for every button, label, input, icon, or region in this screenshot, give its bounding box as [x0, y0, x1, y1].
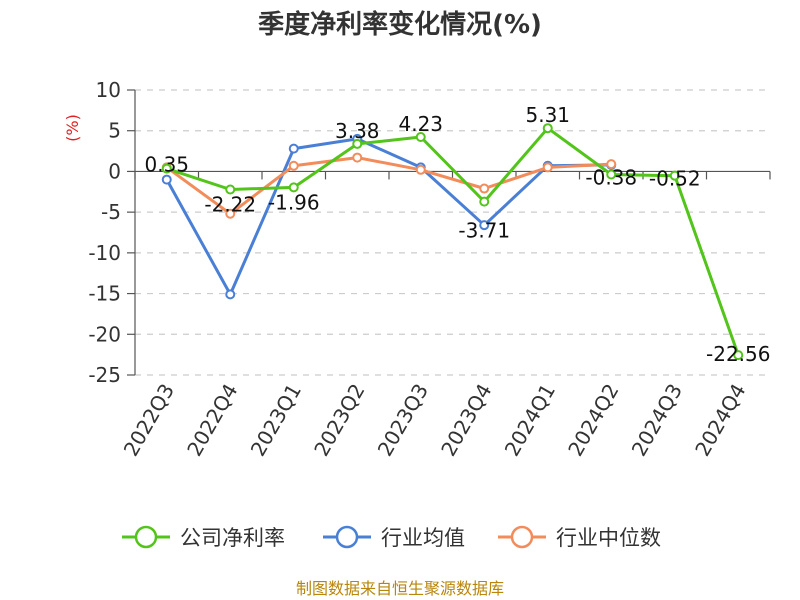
y-tick-label: 5: [108, 119, 121, 143]
legend-label: 行业均值: [381, 526, 465, 550]
chart-title: 季度净利率变化情况(%): [258, 9, 542, 40]
legend[interactable]: 公司净利率 行业均值 行业中位数: [122, 525, 661, 550]
series-lines: [161, 123, 744, 361]
data-label: 0.35: [144, 153, 189, 177]
axes: [127, 89, 771, 376]
x-tick-label: 2024Q1: [500, 380, 560, 461]
legend-item[interactable]: 行业均值: [323, 525, 465, 550]
x-tick-label: 2024Q4: [690, 380, 750, 461]
legend-item[interactable]: 行业中位数: [498, 525, 661, 550]
data-point[interactable]: [415, 131, 426, 142]
x-tick-label: 2024Q2: [563, 380, 623, 461]
data-point[interactable]: [225, 289, 236, 300]
data-label: -22.56: [706, 342, 770, 366]
data-point[interactable]: [415, 164, 426, 175]
y-tick-label: -25: [88, 363, 121, 387]
legend-marker: [510, 525, 534, 549]
data-point[interactable]: [352, 138, 363, 149]
series-line: [166, 126, 740, 356]
y-tick-label: -5: [101, 200, 121, 224]
data-point[interactable]: [479, 196, 490, 207]
data-point[interactable]: [288, 182, 299, 193]
y-tick-label: -15: [88, 282, 121, 306]
legend-marker: [134, 525, 158, 549]
data-point[interactable]: [733, 350, 744, 361]
data-point[interactable]: [288, 143, 299, 154]
data-point[interactable]: [161, 174, 172, 185]
x-tick-labels: 2022Q3 2022Q4 2023Q1 2023Q2 2023Q3 2023Q4 2024…: [119, 380, 751, 461]
legend-label: 行业中位数: [556, 526, 661, 550]
y-axis-unit: (%): [63, 114, 82, 142]
data-point[interactable]: [225, 184, 236, 195]
data-label: -1.96: [268, 190, 320, 214]
data-point[interactable]: [542, 123, 553, 134]
x-tick-label: 2023Q4: [436, 380, 496, 461]
x-tick-label: 2022Q3: [119, 380, 179, 461]
data-label: 3.38: [335, 119, 380, 143]
data-point[interactable]: [479, 183, 490, 194]
y-tick-labels: 10 5 0 -5 -10 -15 -20 -25: [88, 78, 121, 387]
data-point[interactable]: [606, 159, 617, 170]
data-point[interactable]: [288, 160, 299, 171]
y-tick-label: 0: [108, 159, 121, 183]
x-tick-label: 2023Q2: [309, 380, 369, 461]
grid-lines: [135, 89, 770, 376]
data-label: -2.22: [204, 193, 256, 217]
data-point[interactable]: [542, 162, 553, 173]
x-tick-label: 2022Q4: [182, 380, 242, 461]
x-tick-label: 2023Q3: [373, 380, 433, 461]
data-point[interactable]: [352, 152, 363, 163]
data-point[interactable]: [669, 170, 680, 181]
y-tick-label: 10: [96, 78, 121, 102]
data-label: -3.71: [458, 219, 510, 243]
series-line: [165, 137, 612, 296]
data-point[interactable]: [161, 163, 172, 174]
x-tick-label: 2024Q3: [627, 380, 687, 461]
data-point[interactable]: [606, 169, 617, 180]
data-label: 5.31: [525, 103, 570, 127]
data-labels: 0.35 -2.22 -1.96 3.38 4.23 -3.71 5.31 -0.38 -0.5…: [144, 103, 770, 366]
legend-label: 公司净利率: [180, 526, 285, 550]
data-label: -0.52: [649, 167, 701, 191]
data-label: -0.38: [585, 166, 637, 190]
x-tick-label: 2023Q1: [246, 380, 306, 461]
legend-item[interactable]: 公司净利率: [122, 525, 285, 550]
data-label: 4.23: [398, 112, 443, 136]
data-point[interactable]: [479, 220, 490, 231]
source-note: 制图数据来自恒生聚源数据库: [296, 579, 504, 598]
legend-marker: [335, 525, 359, 549]
series-line: [165, 156, 612, 216]
data-point[interactable]: [225, 208, 236, 219]
y-tick-label: -20: [88, 322, 121, 346]
y-tick-label: -10: [88, 241, 121, 265]
